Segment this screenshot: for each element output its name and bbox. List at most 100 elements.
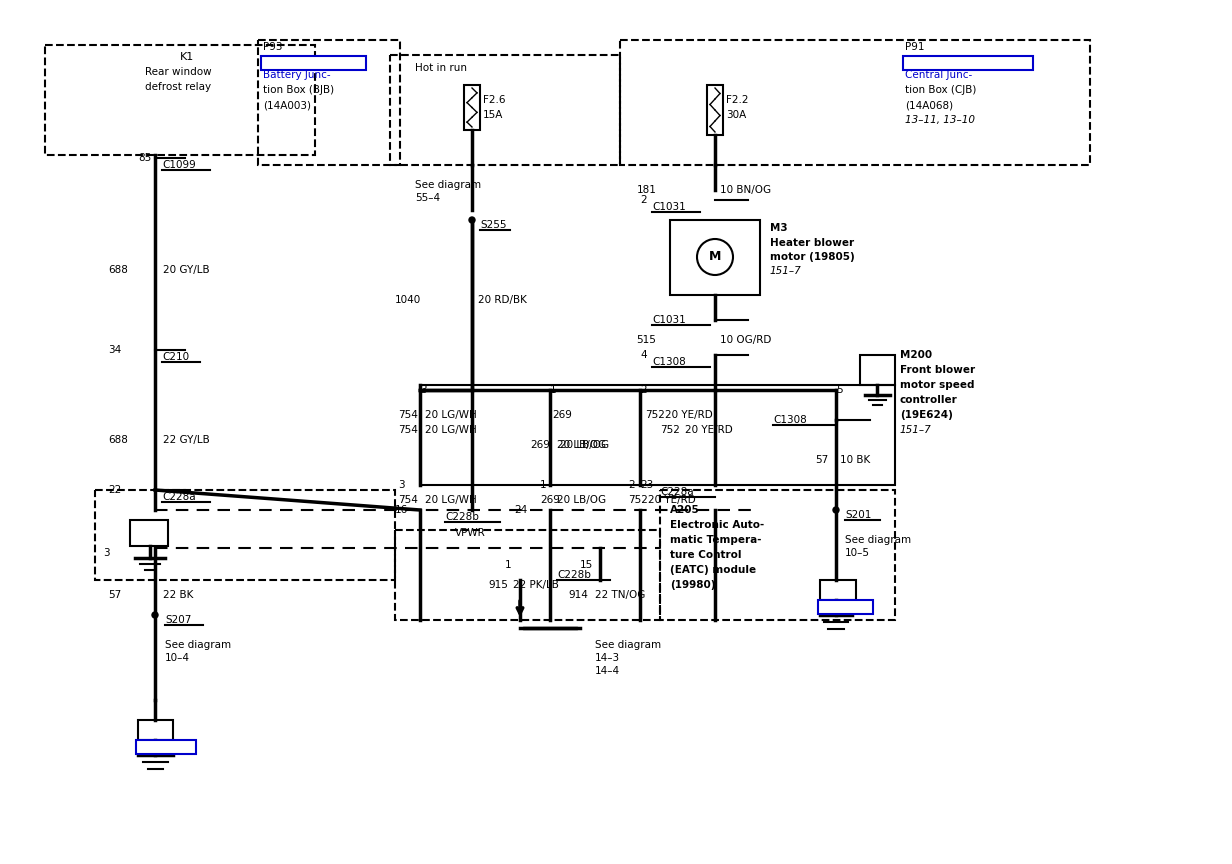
Text: S201: S201 xyxy=(845,510,871,520)
Text: 20 LB/OG: 20 LB/OG xyxy=(557,495,606,505)
Text: 1: 1 xyxy=(540,480,547,490)
Text: 10 BN/OG: 10 BN/OG xyxy=(719,185,771,195)
Text: Hot in run: Hot in run xyxy=(415,63,467,73)
Text: C1099: C1099 xyxy=(161,160,196,170)
Text: 55–4: 55–4 xyxy=(415,193,440,203)
Text: ⊕ G200: ⊕ G200 xyxy=(821,603,860,613)
Text: C228a: C228a xyxy=(660,487,694,497)
Text: tion Box (BJB): tion Box (BJB) xyxy=(262,85,334,95)
Text: (19E624): (19E624) xyxy=(901,410,952,420)
Text: 22 PK/LB: 22 PK/LB xyxy=(513,580,559,590)
Text: M3: M3 xyxy=(770,223,787,233)
Text: Rear window: Rear window xyxy=(145,67,212,77)
Text: C228a: C228a xyxy=(161,492,196,502)
Text: A205: A205 xyxy=(670,505,700,515)
Text: 688: 688 xyxy=(108,265,128,275)
Text: 1040: 1040 xyxy=(395,295,421,305)
Text: matic Tempera-: matic Tempera- xyxy=(670,535,761,545)
Text: 22 BK: 22 BK xyxy=(163,590,193,600)
Text: motor (19805): motor (19805) xyxy=(770,252,855,262)
Text: 20 LB/OG: 20 LB/OG xyxy=(561,440,609,450)
Circle shape xyxy=(833,507,839,513)
Text: M: M xyxy=(708,251,721,264)
Text: 30A: 30A xyxy=(726,110,747,120)
Text: 752: 752 xyxy=(660,425,680,435)
Text: 10 OG/RD: 10 OG/RD xyxy=(719,335,771,345)
Text: defrost relay: defrost relay xyxy=(145,82,211,92)
Text: 20 YE/RD: 20 YE/RD xyxy=(665,410,713,420)
Text: C1308: C1308 xyxy=(772,415,807,425)
Text: 181: 181 xyxy=(637,185,657,195)
Text: C228b: C228b xyxy=(445,512,479,522)
Text: 57: 57 xyxy=(816,455,828,465)
Text: 34: 34 xyxy=(108,345,121,355)
Text: See diagram: See diagram xyxy=(845,535,912,545)
Text: 269: 269 xyxy=(540,495,559,505)
Text: (14A068): (14A068) xyxy=(906,100,954,110)
Text: (19980): (19980) xyxy=(670,580,716,590)
Text: 269: 269 xyxy=(552,410,572,420)
Text: 20 RD/BK: 20 RD/BK xyxy=(478,295,527,305)
Text: 22 TN/OG: 22 TN/OG xyxy=(595,590,646,600)
Text: 15: 15 xyxy=(580,560,594,570)
Text: 752: 752 xyxy=(628,495,648,505)
Text: 151–7: 151–7 xyxy=(901,425,931,435)
Text: 16: 16 xyxy=(395,505,408,515)
Text: P91: P91 xyxy=(906,42,924,52)
Text: 2: 2 xyxy=(639,385,647,395)
Text: 10–4: 10–4 xyxy=(165,653,190,663)
FancyBboxPatch shape xyxy=(818,600,873,614)
FancyBboxPatch shape xyxy=(261,56,366,70)
Text: ture Control: ture Control xyxy=(670,550,742,560)
Text: 2: 2 xyxy=(639,195,647,205)
Text: 13–11, 13–10: 13–11, 13–10 xyxy=(906,115,975,125)
Text: 15A: 15A xyxy=(483,110,504,120)
FancyBboxPatch shape xyxy=(903,56,1032,70)
Text: 22 GY/LB: 22 GY/LB xyxy=(163,435,209,445)
Text: controller: controller xyxy=(901,395,957,405)
Text: Central Junc-: Central Junc- xyxy=(906,70,972,80)
Text: 151–7: 151–7 xyxy=(770,266,802,276)
Text: C1031: C1031 xyxy=(652,315,686,325)
Text: 5: 5 xyxy=(837,385,843,395)
Text: C1031: C1031 xyxy=(652,202,686,212)
Text: 3: 3 xyxy=(420,385,426,395)
Text: 10–5: 10–5 xyxy=(845,548,870,558)
FancyBboxPatch shape xyxy=(136,740,196,754)
Text: 1: 1 xyxy=(549,385,557,395)
Text: 269: 269 xyxy=(530,440,549,450)
Text: (14A003): (14A003) xyxy=(262,100,310,110)
Text: 752: 752 xyxy=(646,410,665,420)
Text: K1: K1 xyxy=(180,52,195,62)
Text: 85: 85 xyxy=(138,153,152,163)
Text: Front blower: Front blower xyxy=(901,365,975,375)
Text: 20 YE/RD: 20 YE/RD xyxy=(648,495,696,505)
Text: 688: 688 xyxy=(108,435,128,445)
Text: S207: S207 xyxy=(165,615,191,625)
Text: M200: M200 xyxy=(901,350,933,360)
Text: C228b: C228b xyxy=(557,570,591,580)
Text: See diagram: See diagram xyxy=(415,180,482,190)
Text: Battery Junc-: Battery Junc- xyxy=(262,70,330,80)
Text: 22: 22 xyxy=(108,485,121,495)
Text: See diagram: See diagram xyxy=(595,640,662,650)
Text: ⊕ G203: ⊕ G203 xyxy=(138,743,177,753)
Text: 754: 754 xyxy=(398,410,418,420)
Text: 14–3: 14–3 xyxy=(595,653,620,663)
Text: 14–4: 14–4 xyxy=(595,666,620,676)
Text: 3: 3 xyxy=(103,548,110,558)
Text: C210: C210 xyxy=(161,352,190,362)
Text: 4: 4 xyxy=(639,350,647,360)
Text: 1: 1 xyxy=(505,560,511,570)
Text: 57: 57 xyxy=(108,590,121,600)
Text: 10 BK: 10 BK xyxy=(840,455,870,465)
Text: 515: 515 xyxy=(636,335,655,345)
Text: (EATC) module: (EATC) module xyxy=(670,565,756,575)
Text: See diagram: See diagram xyxy=(165,640,232,650)
Circle shape xyxy=(152,612,158,618)
Text: 915: 915 xyxy=(488,580,508,590)
Text: 23: 23 xyxy=(639,480,653,490)
Text: 754: 754 xyxy=(398,495,418,505)
Text: 3: 3 xyxy=(398,480,404,490)
Text: tion Box (CJB): tion Box (CJB) xyxy=(906,85,977,95)
